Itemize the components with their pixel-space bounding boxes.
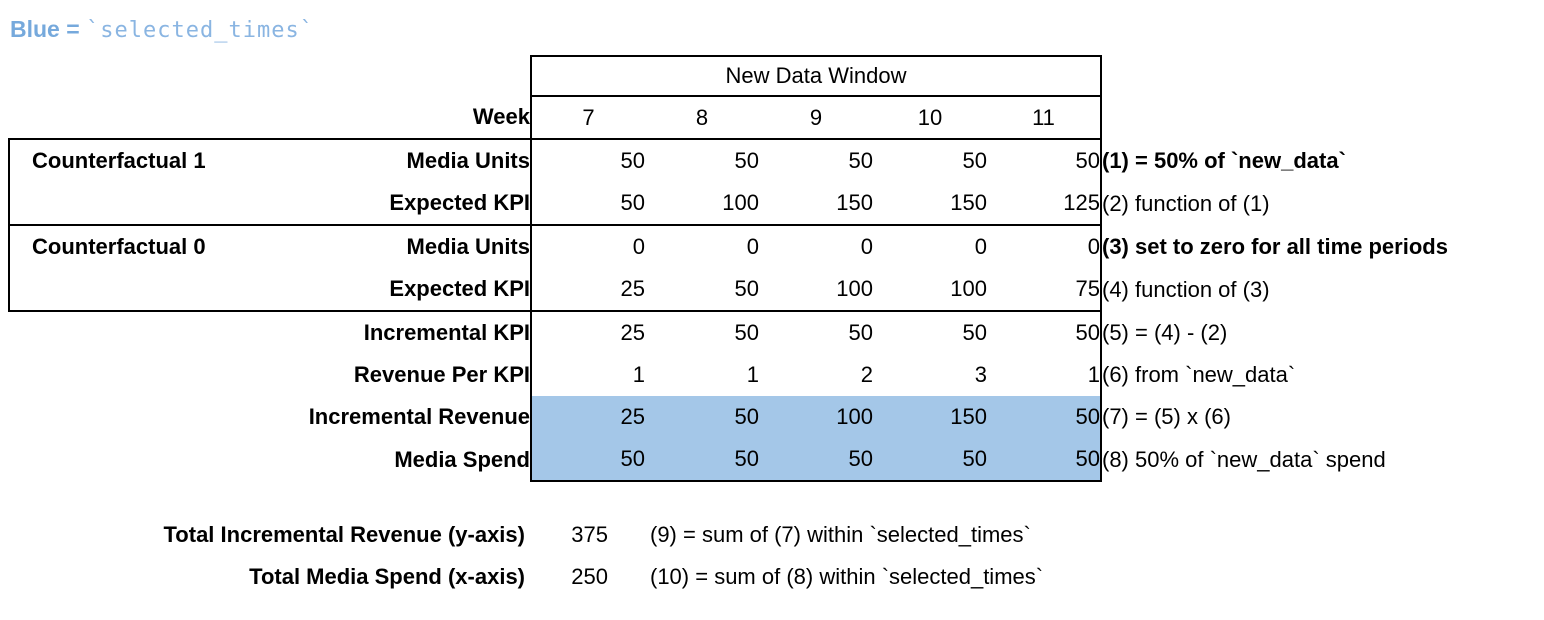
cell-value: 0 xyxy=(974,234,987,259)
cell-value: 100 xyxy=(873,268,987,312)
cell-value-highlighted: 50 xyxy=(759,438,873,482)
row-label-cell: Expected KPI xyxy=(8,182,531,226)
empty-cell xyxy=(1101,56,1541,96)
legend-selected-times-code: `selected_times` xyxy=(86,18,314,43)
annotation-8: (8) 50% of `new_data` spend xyxy=(1102,446,1386,472)
table-row-window-header: New Data Window xyxy=(9,55,1541,97)
group-label-counterfactual-1: Counterfactual 1 xyxy=(32,148,206,173)
cell-value: 50 xyxy=(848,320,873,345)
annotation-4: (4) function of (3) xyxy=(1102,276,1270,302)
total-media-spend-label: Total Media Spend (x-axis) xyxy=(249,564,525,589)
cell-value: 1 xyxy=(987,354,1102,396)
cell-value: 50 xyxy=(962,320,987,345)
cell-value: 125 xyxy=(987,182,1102,226)
week-column-header: 8 xyxy=(645,96,759,140)
annotation-3: (3) set to zero for all time periods xyxy=(1102,233,1448,259)
cell-value: 0 xyxy=(746,234,759,259)
cell-value: 50 xyxy=(734,320,759,345)
cell-value: 25 xyxy=(530,311,645,354)
cell-value-highlighted: 50 xyxy=(645,396,759,438)
cell-value: 50 xyxy=(962,148,987,173)
week-column-header: 11 xyxy=(987,96,1102,140)
cell-value: 1 xyxy=(746,362,759,387)
cell-value: 3 xyxy=(974,362,987,387)
new-data-window-header: New Data Window xyxy=(530,55,1102,97)
cell-value-highlighted: 100 xyxy=(759,396,873,438)
group-label-counterfactual-0: Counterfactual 0 xyxy=(32,234,206,259)
total-incremental-revenue-value: 375 xyxy=(571,522,608,547)
total-media-spend-value: 250 xyxy=(571,564,608,589)
empty-cell xyxy=(9,56,531,96)
annotation-6: (6) from `new_data` xyxy=(1102,362,1296,387)
cell-value: 1 xyxy=(530,354,645,396)
cell-value-highlighted: 50 xyxy=(645,438,759,482)
week-column-header: 10 xyxy=(873,96,987,140)
table-row-media-spend: Media Spend 50 50 50 50 50 (8) 50% of `n… xyxy=(9,438,1541,482)
cell-value: 0 xyxy=(530,225,645,268)
cell-value-highlighted: 150 xyxy=(873,396,987,438)
cell-value: 100 xyxy=(645,182,759,226)
total-incremental-revenue-line: Total Incremental Revenue (y-axis) 375 (… xyxy=(0,522,1544,552)
cell-value-highlighted: 50 xyxy=(873,438,987,482)
cell-value-highlighted: 50 xyxy=(987,396,1102,438)
table-row-weeks: Week 7 8 9 10 11 xyxy=(9,96,1541,140)
cell-value: 75 xyxy=(987,268,1102,312)
row-label: Revenue Per KPI xyxy=(353,362,530,387)
cell-value: 50 xyxy=(987,311,1102,354)
row-label: Expected KPI xyxy=(389,276,530,301)
cell-value: 50 xyxy=(987,139,1102,182)
cell-value: 100 xyxy=(759,268,873,312)
cell-value: 50 xyxy=(848,148,873,173)
row-label-cell: Expected KPI xyxy=(8,268,531,312)
annotation-9: (9) = sum of (7) within `selected_times` xyxy=(650,522,1031,547)
cell-value-highlighted: 50 xyxy=(530,438,645,482)
annotation-2: (2) function of (1) xyxy=(1102,190,1270,216)
annotation-5: (5) = (4) - (2) xyxy=(1102,319,1228,345)
cell-value: 2 xyxy=(860,362,873,387)
annotation-10: (10) = sum of (8) within `selected_times… xyxy=(650,564,1044,589)
row-label: Media Units xyxy=(406,234,530,259)
cell-value: 50 xyxy=(645,268,759,312)
cell-value: 25 xyxy=(530,268,645,312)
table-row-revenue-per-kpi: Revenue Per KPI 1 1 2 3 1 (6) from `new_… xyxy=(9,354,1541,396)
cell-value: 50 xyxy=(734,148,759,173)
week-label: Week xyxy=(9,96,531,140)
cell-value: 50 xyxy=(530,182,645,226)
cell-value: 50 xyxy=(530,139,645,182)
row-label-cell: Incremental Revenue xyxy=(9,396,531,438)
row-label: Incremental Revenue xyxy=(308,404,530,429)
annotation-7: (7) = (5) x (6) xyxy=(1102,404,1231,429)
total-media-spend-line: Total Media Spend (x-axis) 250 (10) = su… xyxy=(0,564,1544,594)
table-row-incremental-kpi: Incremental KPI 25 50 50 50 50 (5) = (4)… xyxy=(9,311,1541,354)
cell-value: 0 xyxy=(987,225,1102,268)
row-label-cell: Revenue Per KPI xyxy=(9,354,531,396)
table-row-cf1-media-units: Counterfactual 1 Media Units 50 50 50 50… xyxy=(8,139,1541,182)
row-label: Media Spend xyxy=(394,446,530,472)
cell-value-highlighted: 25 xyxy=(530,396,645,438)
annotation-1: (1) = 50% of `new_data` xyxy=(1102,147,1346,173)
row-label: Media Units xyxy=(406,148,530,173)
legend-blue-label: Blue = xyxy=(10,16,87,42)
week-column-header: 7 xyxy=(530,96,645,140)
week-column-header: 9 xyxy=(759,96,873,140)
row-label: Expected KPI xyxy=(389,190,530,215)
row-label: Incremental KPI xyxy=(363,320,530,345)
row-label-cell: Counterfactual 1 Media Units xyxy=(8,139,531,182)
total-incremental-revenue-label: Total Incremental Revenue (y-axis) xyxy=(163,522,526,547)
empty-cell xyxy=(1101,96,1541,139)
cell-value-highlighted: 50 xyxy=(987,438,1102,482)
table-row-cf1-expected-kpi: Expected KPI 50 100 150 150 125 (2) func… xyxy=(8,182,1541,226)
cell-value: 150 xyxy=(873,182,987,226)
row-label-cell: Media Spend xyxy=(9,438,531,481)
counterfactual-table: New Data Window Week 7 8 9 10 11 Counter… xyxy=(8,55,1542,482)
table-row-cf0-media-units: Counterfactual 0 Media Units 0 0 0 0 0 (… xyxy=(8,225,1541,268)
cell-value: 150 xyxy=(759,182,873,226)
row-label-cell: Counterfactual 0 Media Units xyxy=(8,225,531,268)
cell-value: 0 xyxy=(860,234,873,259)
table-row-cf0-expected-kpi: Expected KPI 25 50 100 100 75 (4) functi… xyxy=(8,268,1541,312)
legend: Blue = `selected_times` xyxy=(10,16,314,43)
table-row-incremental-revenue: Incremental Revenue 25 50 100 150 50 (7)… xyxy=(9,396,1541,438)
row-label-cell: Incremental KPI xyxy=(9,311,531,354)
